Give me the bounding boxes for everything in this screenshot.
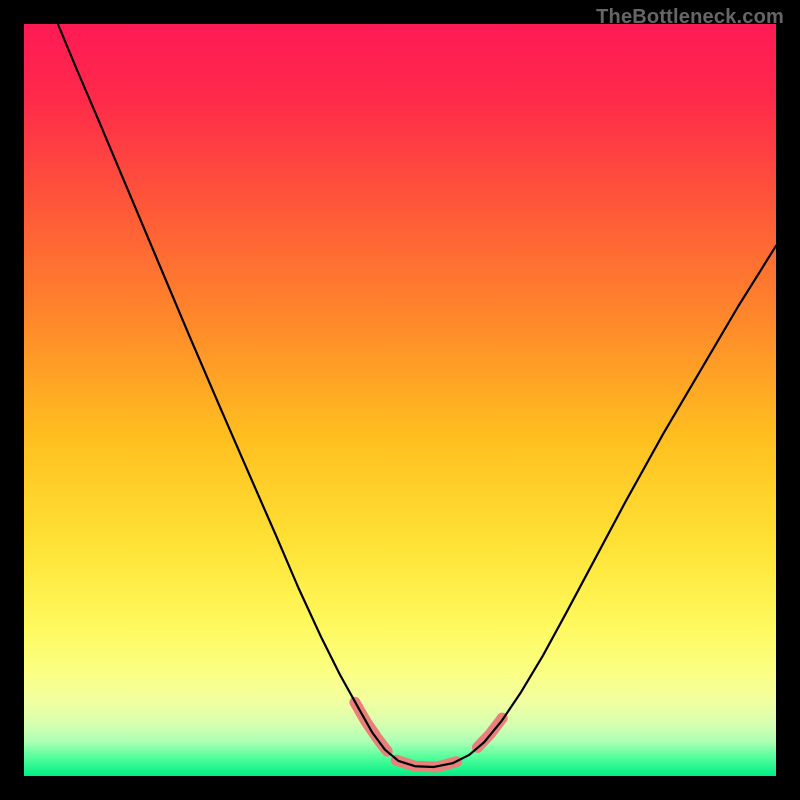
watermark-text: TheBottleneck.com	[596, 6, 784, 29]
plot-border	[0, 0, 800, 800]
